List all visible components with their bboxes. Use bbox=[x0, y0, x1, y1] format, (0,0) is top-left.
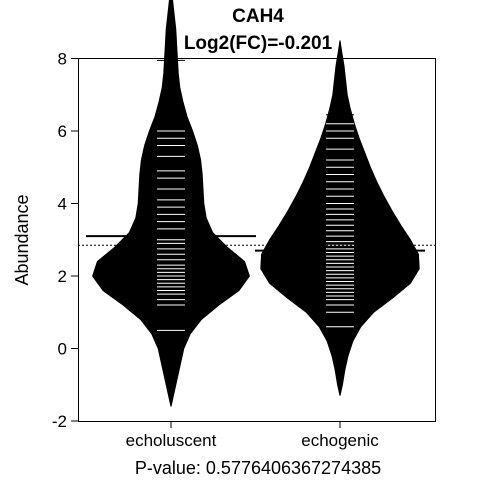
y-axis: -20246810 bbox=[52, 50, 78, 431]
chart-title: CAH4 bbox=[232, 6, 284, 27]
y-tick-label: 0 bbox=[58, 340, 67, 359]
x-tick-label: echogenic bbox=[301, 431, 379, 450]
bean-shape bbox=[92, 0, 250, 407]
x-axis-label: P-value: 0.5776406367274385 bbox=[135, 458, 381, 478]
x-axis: echoluscent echogenic bbox=[126, 421, 379, 450]
y-tick-label: 4 bbox=[58, 195, 67, 214]
y-axis-label: Abundance bbox=[12, 194, 32, 285]
x-tick-label: echoluscent bbox=[126, 431, 217, 450]
plot-frame bbox=[78, 58, 436, 422]
bean-shape bbox=[260, 40, 420, 396]
y-tick-label: 8 bbox=[58, 50, 67, 69]
plot-area bbox=[78, 0, 435, 407]
y-tick-label: 2 bbox=[58, 267, 67, 286]
y-tick-label: 6 bbox=[58, 122, 67, 141]
y-tick-label: -2 bbox=[52, 412, 67, 431]
chart-subtitle: Log2(FC)=-0.201 bbox=[184, 33, 333, 54]
